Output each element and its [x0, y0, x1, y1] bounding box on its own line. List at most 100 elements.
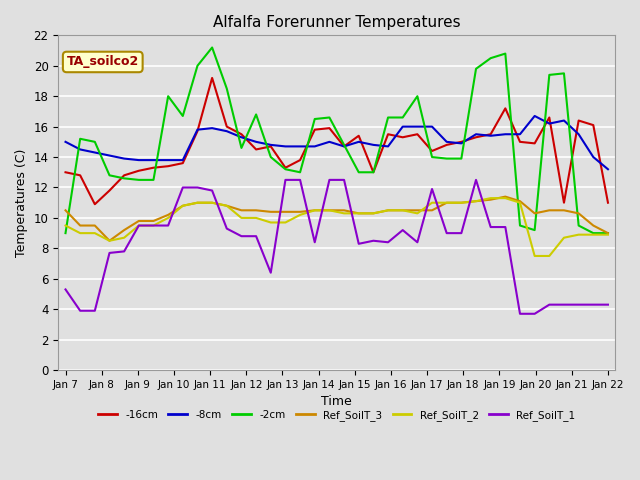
Ref_SoilT_1 — [164, 223, 172, 228]
-2cm — [91, 139, 99, 145]
-8cm — [76, 146, 84, 152]
Ref_SoilT_2 — [443, 200, 451, 205]
-16cm — [502, 106, 509, 111]
-2cm — [399, 115, 406, 120]
-16cm — [604, 200, 612, 205]
Ref_SoilT_2 — [369, 210, 377, 216]
-2cm — [516, 223, 524, 228]
-2cm — [120, 176, 128, 181]
Ref_SoilT_1 — [76, 308, 84, 313]
-8cm — [355, 139, 363, 145]
Ref_SoilT_1 — [355, 241, 363, 247]
Ref_SoilT_3 — [237, 207, 245, 213]
-2cm — [487, 55, 495, 61]
Ref_SoilT_2 — [531, 253, 538, 259]
Ref_SoilT_2 — [589, 232, 597, 238]
-16cm — [267, 144, 275, 149]
-16cm — [458, 139, 465, 145]
Ref_SoilT_2 — [413, 210, 421, 216]
-8cm — [531, 113, 538, 119]
Title: Alfalfa Forerunner Temperatures: Alfalfa Forerunner Temperatures — [213, 15, 461, 30]
-2cm — [458, 156, 465, 161]
Ref_SoilT_2 — [61, 223, 69, 228]
Ref_SoilT_3 — [369, 210, 377, 216]
Ref_SoilT_1 — [458, 230, 465, 236]
-8cm — [575, 132, 582, 137]
Ref_SoilT_1 — [545, 302, 553, 308]
-8cm — [399, 124, 406, 130]
Ref_SoilT_1 — [326, 177, 333, 183]
Ref_SoilT_1 — [443, 230, 451, 236]
Ref_SoilT_2 — [150, 223, 157, 228]
Ref_SoilT_3 — [194, 200, 202, 205]
-8cm — [208, 125, 216, 131]
Ref_SoilT_1 — [120, 249, 128, 254]
-2cm — [223, 86, 230, 92]
-2cm — [369, 169, 377, 175]
-8cm — [91, 150, 99, 156]
Ref_SoilT_1 — [560, 302, 568, 308]
Ref_SoilT_2 — [355, 210, 363, 216]
Ref_SoilT_3 — [487, 197, 495, 203]
-2cm — [208, 45, 216, 50]
-16cm — [399, 134, 406, 140]
-2cm — [443, 156, 451, 161]
-16cm — [531, 141, 538, 146]
-16cm — [545, 115, 553, 120]
-8cm — [604, 167, 612, 172]
-8cm — [120, 156, 128, 161]
Ref_SoilT_2 — [311, 207, 319, 213]
Ref_SoilT_3 — [545, 207, 553, 213]
Ref_SoilT_1 — [61, 287, 69, 292]
Ref_SoilT_3 — [560, 207, 568, 213]
Ref_SoilT_1 — [91, 308, 99, 313]
-2cm — [560, 71, 568, 76]
Ref_SoilT_2 — [237, 215, 245, 221]
Ref_SoilT_3 — [384, 207, 392, 213]
Legend: -16cm, -8cm, -2cm, Ref_SoilT_3, Ref_SoilT_2, Ref_SoilT_1: -16cm, -8cm, -2cm, Ref_SoilT_3, Ref_Soil… — [94, 406, 580, 425]
-2cm — [413, 93, 421, 99]
Ref_SoilT_2 — [76, 230, 84, 236]
Ref_SoilT_1 — [384, 240, 392, 245]
Ref_SoilT_1 — [296, 177, 304, 183]
Ref_SoilT_2 — [340, 210, 348, 216]
Line: Ref_SoilT_2: Ref_SoilT_2 — [65, 198, 608, 256]
-16cm — [413, 132, 421, 137]
-16cm — [340, 144, 348, 149]
Ref_SoilT_3 — [355, 210, 363, 216]
Ref_SoilT_1 — [589, 302, 597, 308]
Ref_SoilT_2 — [487, 195, 495, 201]
-8cm — [502, 132, 509, 137]
Ref_SoilT_2 — [545, 253, 553, 259]
Ref_SoilT_3 — [326, 207, 333, 213]
Ref_SoilT_2 — [282, 220, 289, 226]
-16cm — [384, 132, 392, 137]
Ref_SoilT_3 — [443, 200, 451, 205]
-2cm — [545, 72, 553, 78]
Ref_SoilT_1 — [487, 224, 495, 230]
-16cm — [135, 168, 143, 174]
Ref_SoilT_3 — [458, 200, 465, 205]
Ref_SoilT_1 — [179, 185, 187, 191]
-8cm — [164, 157, 172, 163]
Ref_SoilT_2 — [575, 232, 582, 238]
-16cm — [194, 128, 202, 134]
Ref_SoilT_2 — [208, 200, 216, 205]
Ref_SoilT_3 — [428, 207, 436, 213]
Ref_SoilT_2 — [106, 238, 113, 244]
-8cm — [472, 132, 480, 137]
-8cm — [458, 141, 465, 146]
-8cm — [545, 120, 553, 126]
Ref_SoilT_2 — [120, 235, 128, 240]
Line: Ref_SoilT_1: Ref_SoilT_1 — [65, 180, 608, 314]
Ref_SoilT_3 — [296, 209, 304, 215]
-8cm — [179, 157, 187, 163]
-2cm — [194, 63, 202, 69]
-2cm — [267, 154, 275, 160]
-2cm — [355, 169, 363, 175]
-16cm — [120, 172, 128, 178]
Ref_SoilT_1 — [208, 188, 216, 193]
-2cm — [472, 66, 480, 72]
Line: -16cm: -16cm — [65, 78, 608, 204]
Ref_SoilT_2 — [472, 198, 480, 204]
